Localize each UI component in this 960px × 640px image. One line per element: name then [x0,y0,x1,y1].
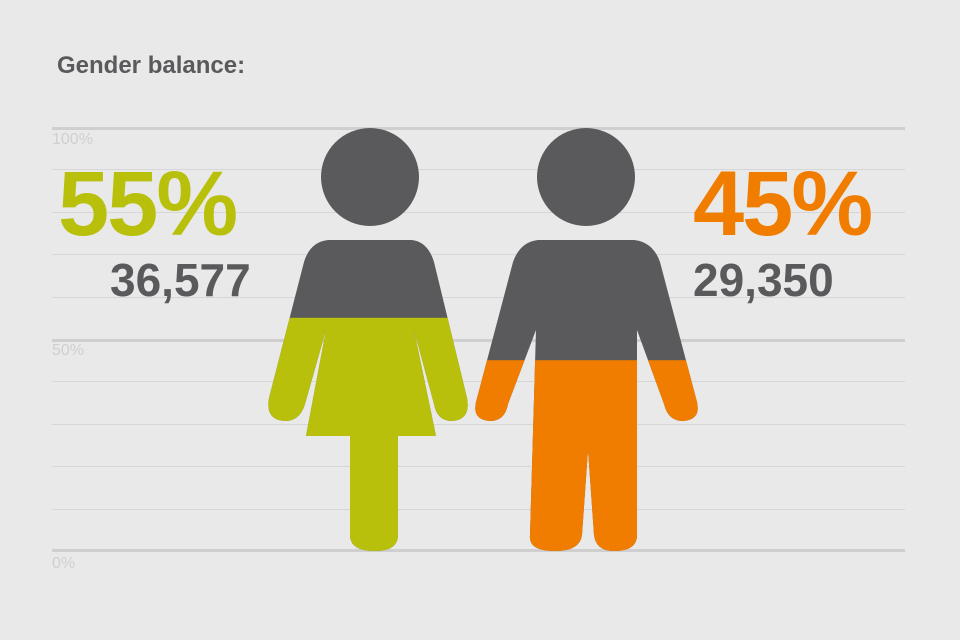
y-tick-label-50: 50% [52,342,85,359]
male-fill-bar [475,360,698,551]
gridline [52,212,905,213]
female-fill-bar [268,317,468,551]
female-percent-label: 55% [58,153,238,255]
female-count-label: 36,577 [110,254,251,306]
gridline [52,297,905,298]
gridline-100 [52,127,905,130]
male-count-label: 29,350 [693,254,834,306]
gridline-0 [52,549,905,552]
gridline [52,381,905,382]
gridline [52,169,905,170]
gridline-50 [52,339,905,342]
male-percent-label: 45% [693,153,873,255]
gridline [52,509,905,510]
y-tick-label-100: 100% [52,131,93,148]
male-unfilled-portion [475,128,698,551]
y-tick-label-0: 0% [52,555,76,572]
gridline [52,424,905,425]
female-figure [268,128,468,551]
chart-title: Gender balance: [57,52,246,79]
gridline [52,466,905,467]
male-figure [475,128,698,551]
gridline [52,254,905,255]
